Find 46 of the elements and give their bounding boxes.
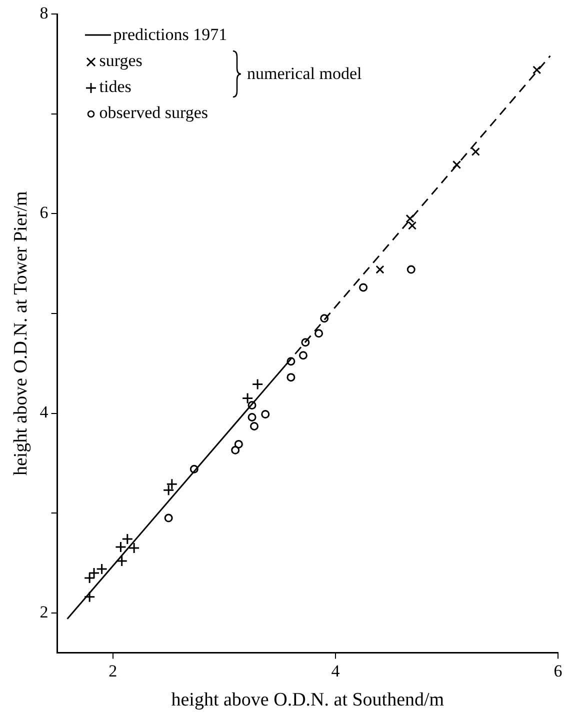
point (122, 533, 134, 545)
annotation: numerical model (247, 64, 362, 84)
point (248, 401, 256, 410)
point (114, 541, 126, 553)
point (96, 563, 108, 575)
point (532, 66, 542, 74)
point (301, 338, 310, 347)
legend-label: tides (99, 77, 132, 97)
point (298, 351, 308, 360)
point (84, 591, 96, 603)
point (128, 542, 140, 554)
point (84, 572, 96, 584)
point (166, 478, 178, 490)
x-tick-label: 4 (331, 661, 340, 680)
point (162, 484, 174, 496)
y-tick-label: 4 (40, 402, 49, 422)
point (231, 446, 240, 454)
point (314, 329, 324, 338)
point (248, 412, 256, 422)
point (88, 567, 100, 579)
point (234, 440, 243, 448)
point (190, 464, 198, 474)
x-tick-label: 6 (554, 661, 562, 680)
point (116, 555, 128, 567)
legend-label: observed surges (99, 103, 208, 123)
point (252, 378, 264, 390)
point (359, 283, 368, 292)
point (376, 265, 384, 274)
point (242, 392, 254, 404)
legend-label: surges (99, 51, 142, 71)
x-axis-title: height above O.D.N. at Southend/m (171, 690, 444, 711)
y-tick-label: 8 (40, 3, 48, 22)
point (261, 410, 270, 418)
point (250, 422, 258, 430)
point (320, 314, 329, 323)
y-tick-label: 2 (40, 602, 48, 622)
point (452, 160, 462, 170)
point (471, 147, 480, 156)
legend-label: predictions 1971 (113, 25, 228, 45)
x-tick-label: 2 (108, 661, 118, 680)
point (406, 265, 416, 274)
y-tick-label: 6 (40, 203, 48, 222)
y-axis-title: height above O.D.N. at Tower Pier/m (10, 191, 32, 476)
point (286, 357, 296, 366)
point (286, 373, 296, 382)
point (164, 514, 173, 522)
